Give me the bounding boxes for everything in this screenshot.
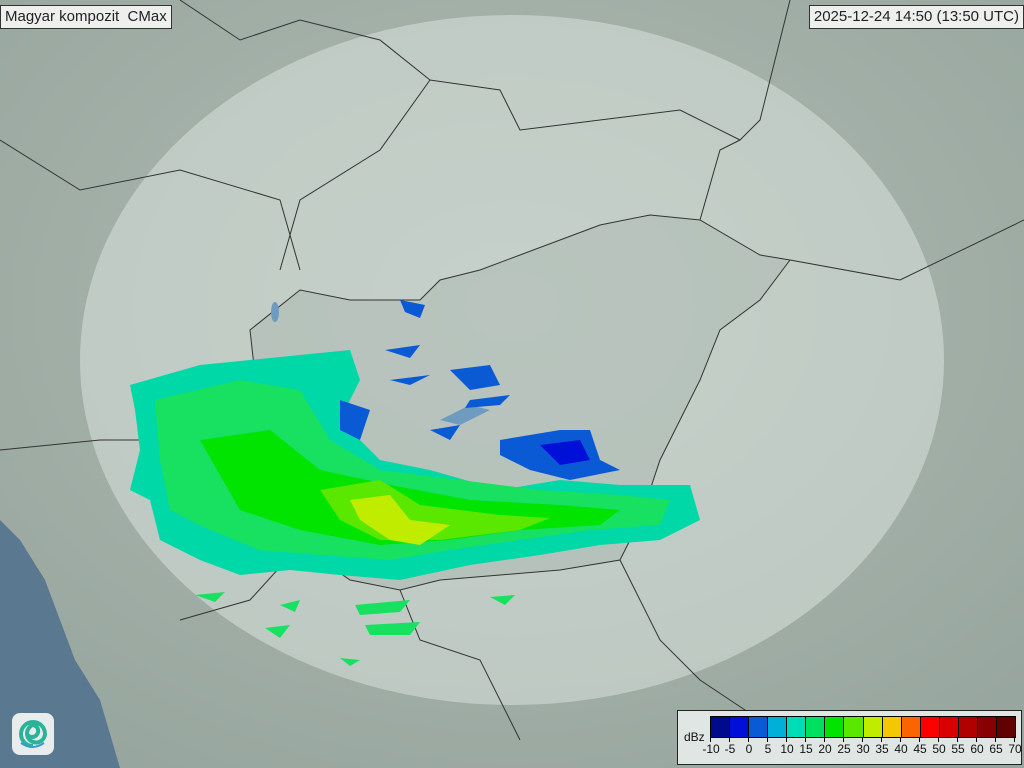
legend-tick — [995, 737, 996, 742]
legend-color-bar — [710, 716, 1016, 738]
legend-tick-label: 5 — [764, 742, 772, 756]
adriatic-sea — [0, 520, 120, 768]
legend-tick — [862, 737, 863, 742]
dbz-legend: dBz -10 -5 0 5 10 15 20 25 30 35 40 45 50 55 60 65 70 — [677, 710, 1022, 765]
legend-swatch — [882, 717, 902, 737]
legend-swatch — [977, 717, 997, 737]
legend-tick — [824, 737, 825, 742]
legend-tick-label: 15 — [799, 742, 813, 756]
legend-swatch — [768, 717, 788, 737]
legend-tick — [786, 737, 787, 742]
legend-swatch — [844, 717, 864, 737]
legend-tick-label: 30 — [856, 742, 870, 756]
legend-swatch — [958, 717, 978, 737]
legend-tick — [938, 737, 939, 742]
legend-swatch — [863, 717, 883, 737]
lakes — [271, 302, 490, 425]
legend-tick-label: 20 — [818, 742, 832, 756]
legend-swatch — [749, 717, 769, 737]
legend-tick — [748, 737, 749, 742]
legend-tick — [919, 737, 920, 742]
legend-tick-label: -10 — [702, 742, 720, 756]
legend-tick-label: 60 — [970, 742, 984, 756]
legend-tick-label: 55 — [951, 742, 965, 756]
swirl-logo-icon — [19, 720, 48, 748]
legend-swatch — [939, 717, 959, 737]
legend-tick — [767, 737, 768, 742]
legend-tick-label: 10 — [780, 742, 794, 756]
legend-swatch — [711, 717, 731, 737]
legend-swatch — [901, 717, 921, 737]
legend-tick-label: 40 — [894, 742, 908, 756]
legend-tick — [976, 737, 977, 742]
omsz-logo — [12, 713, 54, 755]
legend-tick-label: -5 — [724, 742, 736, 756]
legend-tick — [843, 737, 844, 742]
legend-swatch — [920, 717, 940, 737]
legend-tick — [881, 737, 882, 742]
legend-swatch — [825, 717, 845, 737]
legend-tick-label: 0 — [745, 742, 753, 756]
legend-tick-label: 65 — [989, 742, 1003, 756]
legend-tick-label: 45 — [913, 742, 927, 756]
legend-tick — [1014, 737, 1015, 742]
legend-tick — [710, 737, 711, 742]
legend-swatch — [787, 717, 807, 737]
radar-echoes — [130, 300, 700, 666]
legend-tick-label: 50 — [932, 742, 946, 756]
product-title: Magyar kompozit CMax — [0, 5, 172, 29]
legend-tick — [957, 737, 958, 742]
legend-tick — [900, 737, 901, 742]
legend-swatch — [996, 717, 1015, 737]
legend-tick — [729, 737, 730, 742]
legend-tick-label: 25 — [837, 742, 851, 756]
legend-unit: dBz — [684, 730, 705, 744]
timestamp: 2025-12-24 14:50 (13:50 UTC) — [808, 5, 1024, 29]
legend-tick-label: 70 — [1008, 742, 1022, 756]
legend-tick-label: 35 — [875, 742, 889, 756]
legend-swatch — [806, 717, 826, 737]
legend-swatch — [730, 717, 750, 737]
legend-tick — [805, 737, 806, 742]
